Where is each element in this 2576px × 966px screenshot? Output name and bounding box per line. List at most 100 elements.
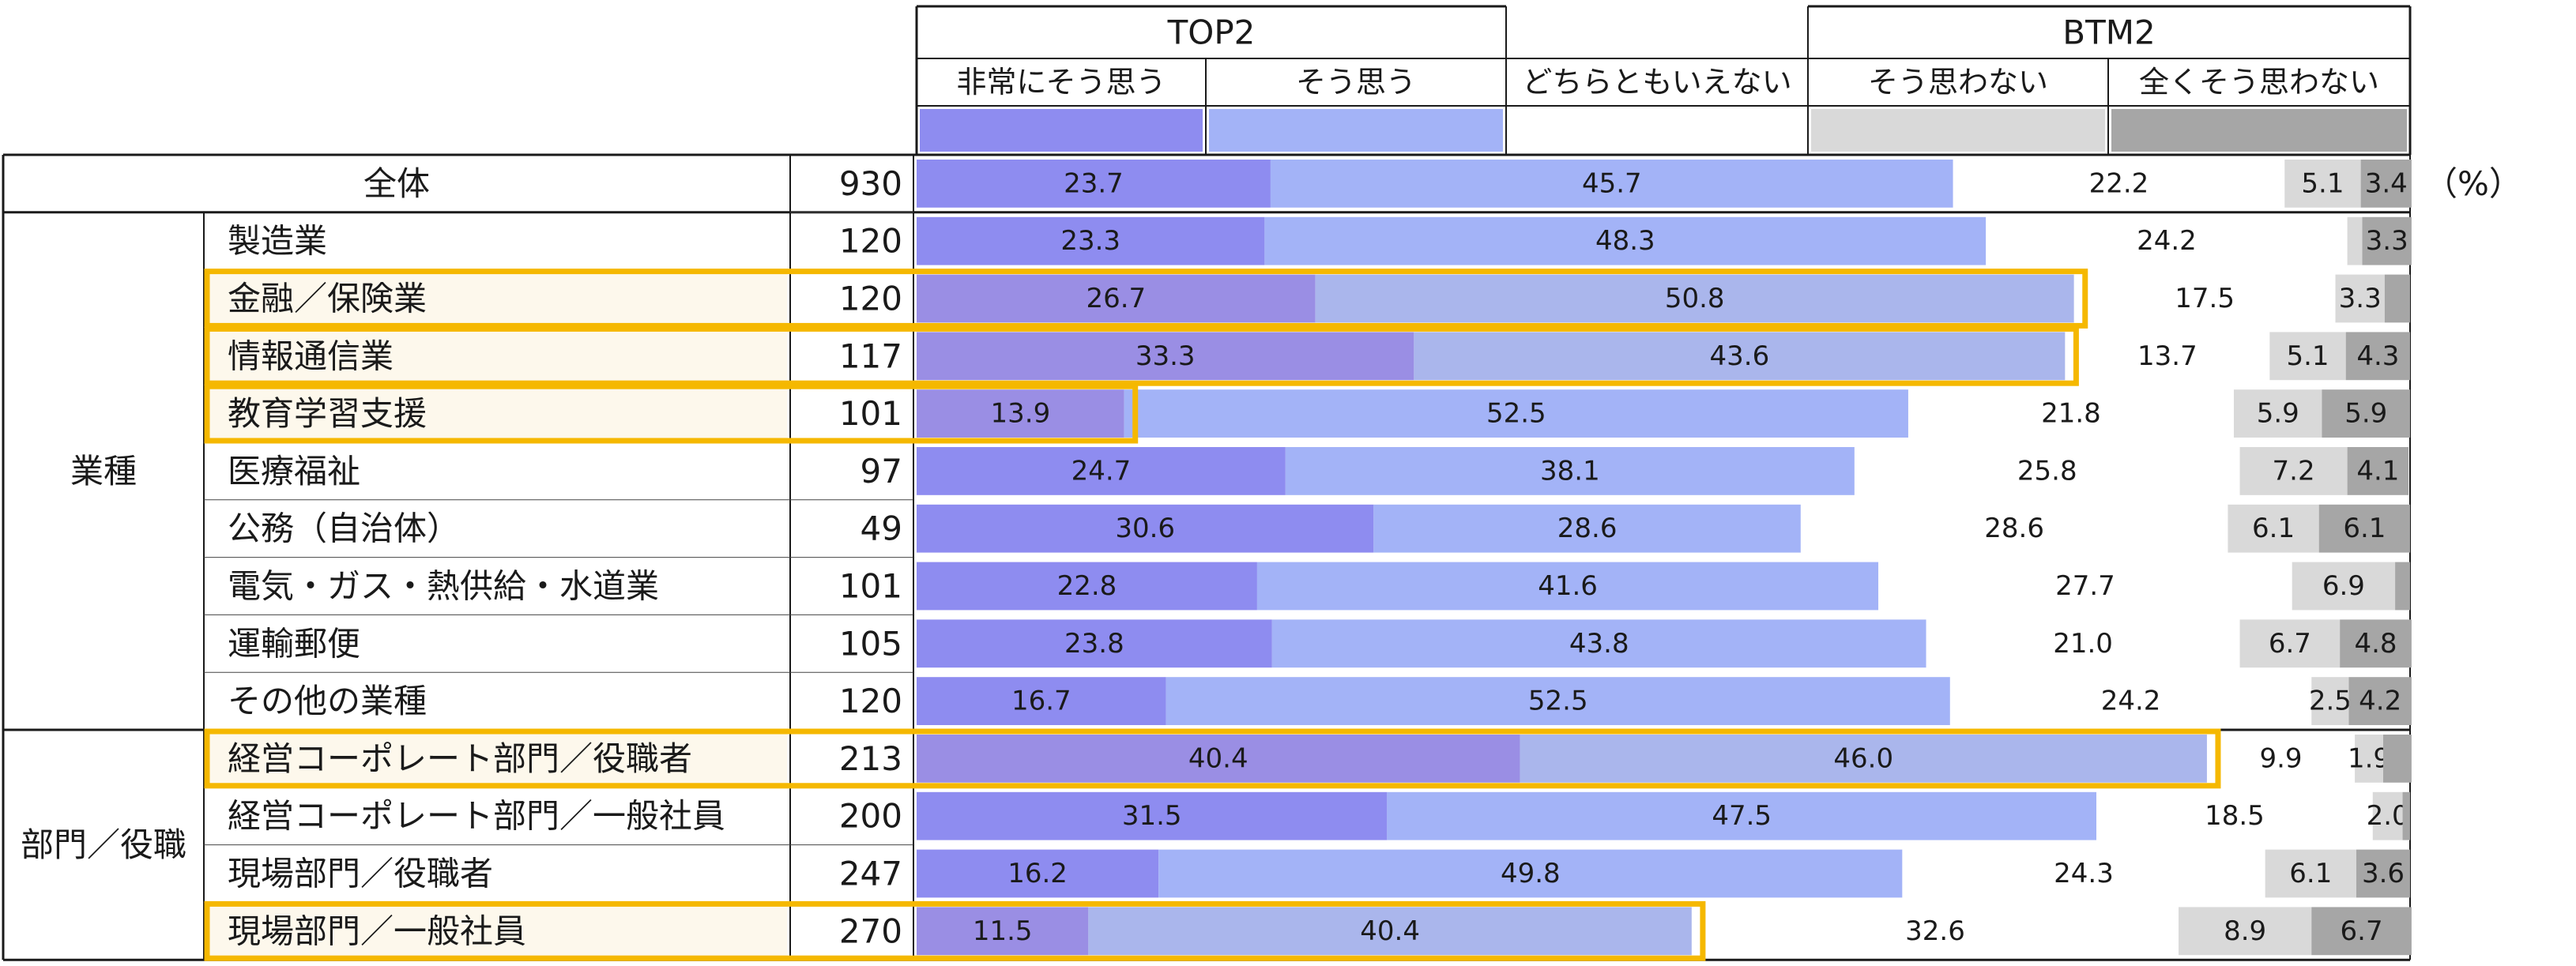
bar-segment [917,849,1159,898]
data-label: 32.6 [1905,915,1965,947]
row-n: 101 [839,394,902,433]
data-label: 24.3 [2054,858,2114,889]
bar-segment [1285,447,1855,495]
bar-segment [2372,791,2403,840]
data-label: 4.2 [2359,686,2401,717]
bar-segment [2360,160,2412,208]
bar-segment [917,562,1257,611]
legend-label: そう思う [1296,65,1416,100]
data-label: 8.9 [2224,915,2266,947]
data-label: 22.2 [2089,167,2149,199]
bar-segment [917,735,1520,783]
data-label: 6.7 [2269,628,2311,660]
data-label: 4.8 [2354,628,2397,660]
bar-segment [2311,677,2349,725]
data-label: 33.3 [1135,340,1196,372]
bar-segment [917,791,1388,840]
row-category: 医療福祉 [228,452,360,491]
data-label: 43.6 [1710,340,1770,372]
bar-segment [1373,504,1801,553]
bar-segment [2311,907,2412,956]
data-label: 6.7 [2341,915,2383,947]
data-label: 40.4 [1188,742,1248,774]
data-label: 13.9 [991,398,1051,430]
bar-segment [1800,504,2228,553]
bar-segment [2239,447,2348,495]
legend-label: 非常にそう思う [956,65,1166,100]
bar-segment [2384,274,2410,323]
data-label: 6.1 [2252,513,2295,544]
unit-label: （%） [2424,164,2522,203]
bar-segment [2355,735,2383,783]
highlight-frame [204,900,1706,961]
data-label: 38.1 [1540,455,1600,487]
row-n: 105 [839,624,902,663]
bar-segment [2265,849,2356,898]
data-label: 21.8 [2041,398,2101,430]
bar-segment [917,907,1089,956]
bar-segment [917,447,1286,495]
highlight-row-bg [207,273,787,325]
bar-segment [917,160,1271,208]
bar-segment [2345,332,2410,381]
bar-segment [2269,332,2346,381]
data-label: 23.7 [1064,167,1124,199]
group-label: 部門／役職 [21,825,186,864]
data-label: 4.1 [2356,455,2399,487]
bar-segment [1691,907,2179,956]
row-n: 247 [839,855,902,893]
data-label: 24.7 [1071,455,1132,487]
row-n: 930 [839,164,902,203]
row-category: 教育学習支援 [228,394,427,433]
data-label: 6.1 [2343,513,2386,544]
data-label: 24.2 [2101,686,2161,717]
bar-segment [1166,677,1950,725]
bar-segment [917,332,1414,381]
bar-segment [1926,619,2240,668]
data-label: 3.3 [2339,283,2382,314]
bar-segment [1953,160,2285,208]
data-label: 21.0 [2053,628,2113,660]
bar-segment [2065,332,2270,381]
data-label: 3.3 [2366,225,2408,257]
data-label: 26.7 [1086,283,1146,314]
bar-segment [2228,504,2319,553]
data-label: 22.8 [1057,570,1117,602]
group-header-btm2: BTM2 [2062,13,2155,52]
bar-segment [917,274,1316,323]
bar-segment [1908,389,2234,438]
data-label: 2.5 [2309,686,2352,717]
data-label: 50.8 [1665,283,1725,314]
legend-swatch [1209,109,1503,152]
legend-label: 全くそう思わない [2139,65,2379,100]
data-label: 49.8 [1501,858,1561,889]
bar-segment [1088,907,1692,956]
data-label: 48.3 [1595,225,1655,257]
row-n: 120 [839,280,902,318]
row-category: 全体 [363,164,430,203]
bar-segment [1520,735,2207,783]
highlight-frame [204,269,2088,329]
bar-segment [2382,735,2412,783]
bar-segment [2340,619,2412,668]
bar-segment [2402,791,2410,840]
bar-segment [1949,677,2312,725]
data-label: 4.3 [2356,340,2399,372]
legend-swatch [1509,109,1805,152]
data-label: 46.0 [1833,742,1893,774]
bar-segment [1271,619,1926,668]
bar-segment [2284,160,2361,208]
data-label: 45.7 [1582,167,1642,199]
bar-segment [1878,562,2292,611]
data-label: 40.4 [1360,915,1420,947]
data-label: 18.5 [2205,800,2265,832]
row-category: 情報通信業 [228,336,394,375]
bar-segment [1270,160,1953,208]
row-n: 200 [839,797,902,836]
data-label: 27.7 [2055,570,2115,602]
bar-segment [1124,389,1908,438]
legend-swatch [2111,109,2407,152]
bar-segment [1315,274,2074,323]
data-label: 6.1 [2289,858,2332,889]
row-category: 経営コーポレート部門／一般社員 [228,797,725,836]
